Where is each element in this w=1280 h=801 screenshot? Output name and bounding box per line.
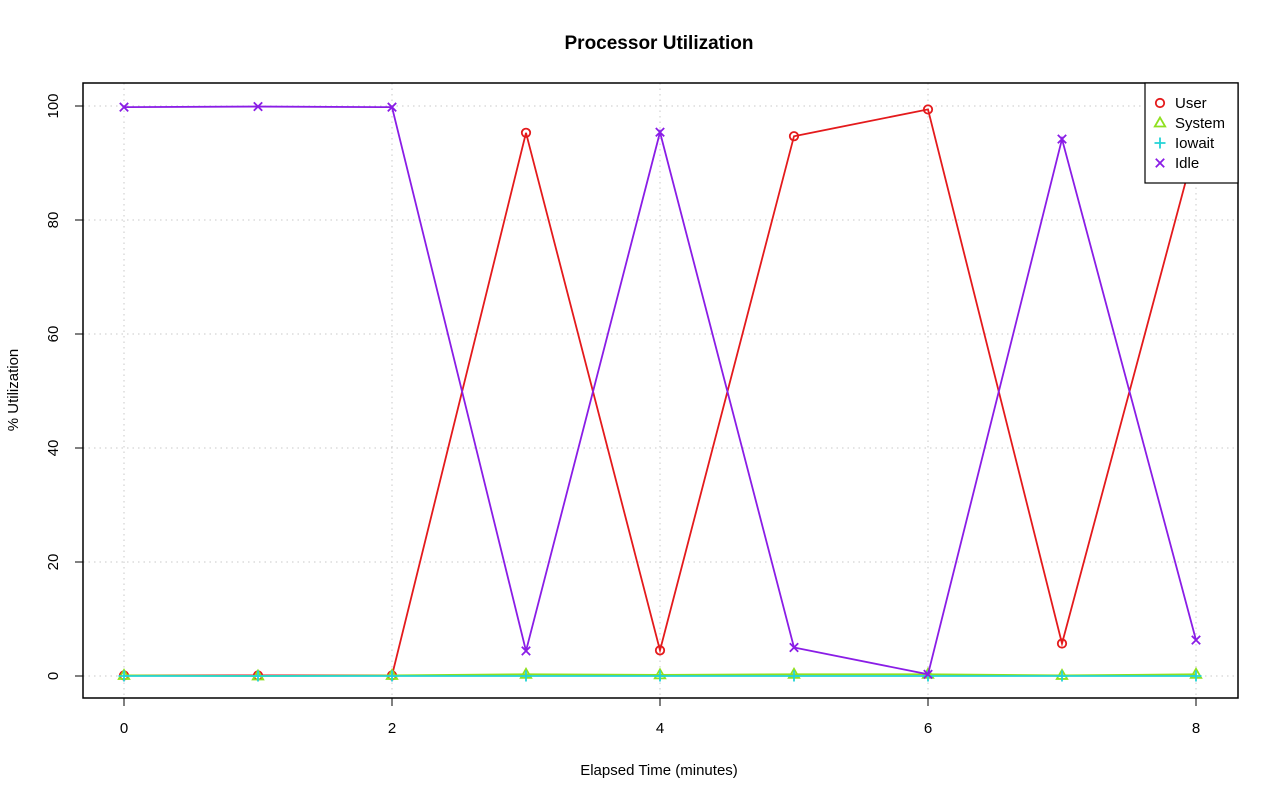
y-tick-label: 60 [45, 326, 62, 343]
x-axis-label: Elapsed Time (minutes) [580, 762, 738, 779]
data-point-user [788, 131, 800, 142]
y-tick-label: 0 [45, 672, 62, 680]
series-group [117, 101, 1203, 682]
legend-label-user: User [1175, 95, 1207, 112]
y-axis-label: % Utilization [5, 349, 22, 432]
legend-label-system: System [1175, 115, 1225, 132]
data-point-iowait [386, 670, 398, 682]
x-tick-label: 2 [388, 720, 396, 737]
legend-label-idle: Idle [1175, 155, 1199, 172]
data-point-iowait [654, 670, 666, 682]
data-point-user [520, 127, 532, 138]
legend-marker-user [1154, 97, 1166, 109]
data-point-idle [655, 127, 665, 138]
legend-marker-idle [1155, 158, 1165, 168]
series-iowait [118, 670, 1202, 682]
chart-title: Processor Utilization [565, 33, 754, 54]
data-point-idle [1191, 635, 1201, 645]
x-tick-label: 8 [1192, 720, 1200, 737]
data-point-idle [923, 669, 933, 680]
y-tick-label: 20 [45, 554, 62, 571]
y-tick-label: 100 [45, 93, 62, 118]
plot-frame [82, 82, 1239, 699]
x-tick-label: 4 [656, 720, 664, 737]
data-point-idle [119, 102, 129, 112]
legend: User System Iowait Idle [1144, 82, 1239, 184]
legend-marker-iowait [1154, 137, 1166, 149]
data-point-user [922, 104, 934, 115]
data-point-idle [387, 102, 397, 112]
data-point-idle [1057, 134, 1067, 144]
data-point-idle [253, 101, 263, 112]
data-point-user [1056, 638, 1068, 649]
data-point-iowait [252, 670, 264, 682]
grid-lines [83, 83, 1238, 698]
legend-marker-system [1153, 115, 1167, 128]
data-point-iowait [118, 670, 130, 682]
y-tick-label: 80 [45, 212, 62, 229]
data-point-idle [789, 642, 799, 653]
data-point-user [654, 645, 666, 656]
data-point-iowait [520, 670, 532, 682]
legend-label-iowait: Iowait [1175, 135, 1215, 152]
data-point-iowait [1190, 670, 1202, 682]
x-tick-label: 6 [924, 720, 932, 737]
series-idle [119, 101, 1201, 680]
x-tick-label: 0 [120, 720, 128, 737]
data-point-idle [521, 646, 531, 656]
data-point-iowait [1056, 670, 1068, 682]
y-tick-label: 40 [45, 440, 62, 457]
data-point-iowait [788, 670, 800, 682]
